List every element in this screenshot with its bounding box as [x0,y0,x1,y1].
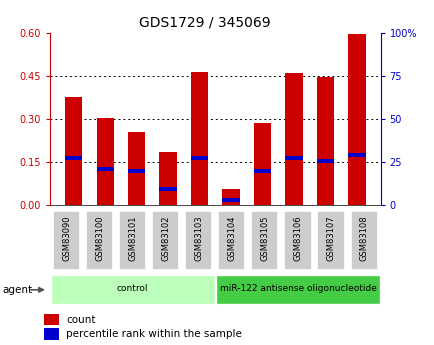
FancyBboxPatch shape [119,211,146,269]
FancyBboxPatch shape [251,211,278,269]
Bar [65,97,82,205]
Bar [96,167,114,171]
Text: GDS1729 / 345069: GDS1729 / 345069 [138,16,270,30]
Text: GSM83100: GSM83100 [95,216,104,261]
FancyBboxPatch shape [317,211,344,269]
Bar [222,189,239,205]
Text: control: control [117,284,148,294]
Bar [128,169,145,173]
Bar [43,314,59,325]
Bar [253,123,270,205]
Bar [191,156,208,160]
Text: agent: agent [2,286,32,295]
Text: percentile rank within the sample: percentile rank within the sample [66,329,242,339]
FancyBboxPatch shape [51,275,214,304]
Bar [222,197,239,201]
Text: GSM83105: GSM83105 [260,216,269,261]
Text: count: count [66,315,96,325]
Text: miR-122 antisense oligonucleotide: miR-122 antisense oligonucleotide [219,284,375,294]
FancyBboxPatch shape [53,211,80,269]
Bar [348,153,365,157]
Text: GSM83106: GSM83106 [293,216,302,261]
Bar [96,118,114,205]
FancyBboxPatch shape [152,211,179,269]
Text: GSM83107: GSM83107 [326,216,335,261]
Bar [348,34,365,205]
FancyBboxPatch shape [218,211,245,269]
Text: GSM83101: GSM83101 [128,216,137,261]
FancyBboxPatch shape [185,211,212,269]
Bar [43,328,59,340]
FancyBboxPatch shape [284,211,311,269]
Bar [159,187,176,191]
Bar [253,169,270,173]
Bar [191,71,208,205]
FancyBboxPatch shape [216,275,379,304]
Bar [128,132,145,205]
Bar [285,156,302,160]
FancyBboxPatch shape [86,211,113,269]
Bar [316,77,333,205]
Bar [159,152,176,205]
Bar [316,159,333,163]
Bar [285,73,302,205]
Text: GSM83102: GSM83102 [161,216,170,261]
FancyBboxPatch shape [350,211,377,269]
Text: GSM83104: GSM83104 [227,216,236,261]
Text: GSM83108: GSM83108 [359,216,368,261]
Text: GSM83103: GSM83103 [194,216,203,261]
Text: GSM83090: GSM83090 [62,216,71,261]
Bar [65,156,82,160]
